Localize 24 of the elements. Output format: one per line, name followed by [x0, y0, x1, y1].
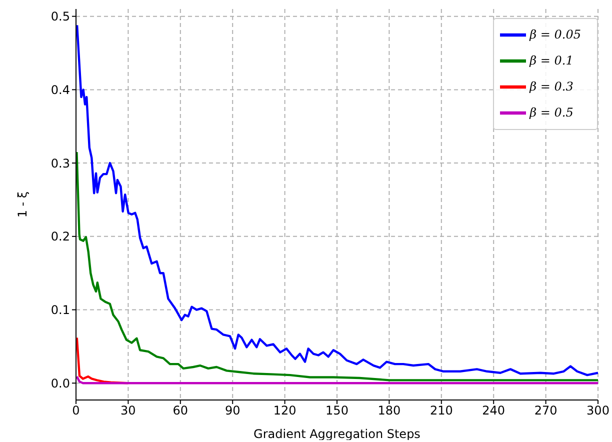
- x-tick-label: 180: [378, 404, 401, 418]
- x-tick-label: 300: [586, 404, 610, 418]
- legend-label: β = 0.05: [530, 27, 581, 42]
- legend-label: β = 0.1: [530, 53, 574, 68]
- y-tick-label: 0.0: [50, 376, 70, 390]
- x-tick-label: 0: [72, 404, 80, 418]
- line-series: [76, 24, 598, 376]
- y-tick-label: 0.5: [50, 10, 70, 24]
- y-tick-label: 0.1: [50, 303, 70, 318]
- x-tick-label: 30: [120, 404, 136, 418]
- y-tick-label: 0.2: [50, 230, 70, 244]
- x-tick-label: 120: [273, 404, 296, 418]
- x-tick-label: 270: [534, 404, 558, 418]
- legend-label: β = 0.5: [530, 105, 574, 120]
- line-series: [76, 150, 598, 382]
- x-tick-label: 240: [482, 404, 506, 418]
- y-tick-label: 0.4: [50, 82, 70, 97]
- x-tick-label: 150: [326, 404, 348, 418]
- x-tick-label: 210: [430, 404, 453, 418]
- x-tick-label: 60: [172, 404, 188, 418]
- y-axis-title: 1 - ξ: [15, 191, 30, 218]
- y-tick-label: 0.3: [50, 156, 70, 170]
- x-tick-label: 90: [224, 404, 240, 418]
- legend-label: β = 0.3: [530, 79, 574, 94]
